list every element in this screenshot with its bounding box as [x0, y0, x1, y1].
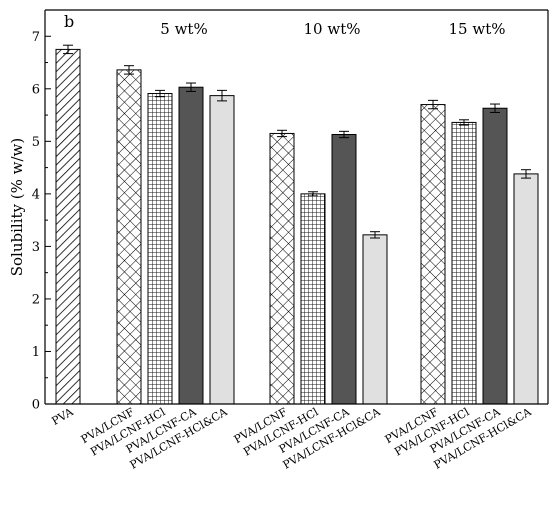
bars-layer	[55, 44, 539, 405]
bar	[482, 107, 508, 405]
y-tick-label: 6	[32, 82, 40, 97]
bar	[116, 69, 142, 405]
bar	[451, 121, 477, 405]
bar	[513, 173, 539, 405]
bar-group	[331, 130, 357, 405]
bar-group	[178, 82, 204, 405]
bar-group	[147, 89, 173, 405]
bar	[147, 93, 173, 405]
bar-group	[209, 89, 235, 405]
category-label: PVA	[49, 405, 76, 428]
y-ticks: 0 1 2 3 4 5 6 7	[32, 30, 51, 413]
axes	[44, 9, 549, 405]
bar-group	[420, 99, 446, 405]
bar	[420, 104, 446, 405]
y-tick-label: 7	[32, 30, 40, 45]
y-axis-title: Solubility (% w/w)	[8, 138, 26, 277]
bar-group	[116, 65, 142, 405]
group-label-5wt: 5 wt%	[160, 20, 207, 38]
category-labels: PVA PVA/LCNFPVA/LCNF-HClPVA/LCNF-CAPVA/LC…	[49, 405, 534, 472]
bar	[362, 234, 388, 405]
bar-group	[362, 231, 388, 405]
panel-label: b	[64, 12, 74, 31]
bar-group	[269, 129, 295, 405]
bar-group	[482, 103, 508, 405]
y-tick-label: 2	[32, 292, 40, 307]
bar-group	[300, 191, 326, 405]
bar-group	[451, 119, 477, 405]
bar	[209, 95, 235, 405]
group-label-10wt: 10 wt%	[304, 20, 361, 38]
bar	[178, 86, 204, 405]
y-tick-label: 1	[32, 345, 40, 360]
y-tick-label: 0	[32, 398, 40, 413]
bar-group	[55, 44, 81, 405]
y-tick-label: 5	[32, 135, 40, 150]
bar	[331, 134, 357, 405]
y-tick-label: 4	[32, 187, 40, 202]
bar	[55, 48, 81, 405]
y-tick-label: 3	[32, 240, 40, 255]
bar	[300, 193, 326, 405]
bar	[269, 132, 295, 405]
bar-group	[513, 169, 539, 405]
group-label-15wt: 15 wt%	[449, 20, 506, 38]
